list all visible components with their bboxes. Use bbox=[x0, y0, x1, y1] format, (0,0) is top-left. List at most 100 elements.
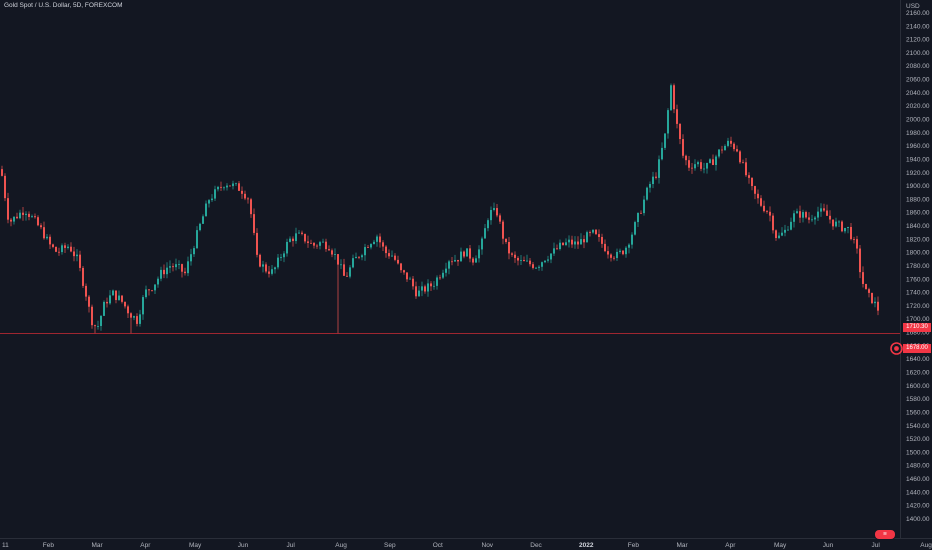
candle bbox=[826, 204, 828, 216]
candle-body bbox=[247, 198, 249, 200]
candle-body bbox=[418, 290, 420, 297]
candle bbox=[142, 295, 144, 320]
candle bbox=[484, 223, 486, 239]
candle-body bbox=[604, 243, 606, 252]
candle-body bbox=[424, 286, 426, 292]
candle bbox=[430, 281, 432, 292]
candle-body bbox=[280, 257, 282, 259]
candle bbox=[535, 266, 537, 269]
candle bbox=[739, 150, 741, 164]
candle-body bbox=[361, 255, 363, 258]
candle bbox=[385, 245, 387, 258]
candle-body bbox=[88, 296, 90, 307]
price-axis[interactable]: 2160.00 2140.00 2120.00 2100.00 2080.00 2060.… bbox=[906, 10, 930, 523]
candle bbox=[517, 256, 519, 266]
candle bbox=[163, 264, 165, 279]
candle bbox=[733, 142, 735, 152]
candle-body bbox=[616, 251, 618, 258]
candle-body bbox=[208, 200, 210, 204]
candle bbox=[853, 236, 855, 244]
candle bbox=[667, 108, 669, 139]
candle-body bbox=[829, 215, 831, 220]
price-tick-label: 1780.00 bbox=[906, 263, 930, 270]
candle bbox=[196, 226, 198, 250]
candle bbox=[76, 249, 78, 262]
candle-body bbox=[667, 110, 669, 134]
candle-body bbox=[547, 259, 549, 261]
candle bbox=[208, 199, 210, 208]
candle bbox=[253, 208, 255, 236]
candle bbox=[169, 260, 171, 273]
time-tick-label: Oct bbox=[433, 542, 443, 549]
price-tick-label: 2000.00 bbox=[906, 116, 930, 123]
candle-body bbox=[625, 247, 627, 255]
candle-body bbox=[727, 140, 729, 146]
candle-body bbox=[664, 133, 666, 148]
candle-body bbox=[442, 272, 444, 278]
candle-body bbox=[580, 239, 582, 245]
candle bbox=[553, 242, 555, 257]
candle bbox=[625, 246, 627, 258]
candle-body bbox=[712, 159, 714, 165]
candle-body bbox=[583, 239, 585, 243]
candle bbox=[379, 233, 381, 248]
price-tick-label: 1860.00 bbox=[906, 210, 930, 217]
candle bbox=[655, 172, 657, 180]
candle-body bbox=[748, 175, 750, 178]
candle bbox=[73, 246, 75, 262]
candle-body bbox=[607, 251, 609, 255]
candle-body bbox=[205, 203, 207, 217]
candle bbox=[811, 214, 813, 222]
price-tick-label: 1720.00 bbox=[906, 303, 930, 310]
candle bbox=[211, 194, 213, 202]
candle bbox=[136, 313, 138, 327]
candle-body bbox=[739, 151, 741, 163]
candle-body bbox=[505, 238, 507, 242]
price-tick-label: 1960.00 bbox=[906, 143, 930, 150]
candle-body bbox=[34, 216, 36, 218]
candle-body bbox=[709, 159, 711, 163]
candle-body bbox=[370, 244, 372, 248]
candle bbox=[331, 248, 333, 258]
candle bbox=[808, 212, 810, 224]
price-tick-label: 1540.00 bbox=[906, 423, 930, 430]
price-tick-label: 2020.00 bbox=[906, 103, 930, 110]
candle-body bbox=[808, 217, 810, 220]
candle-body bbox=[70, 246, 72, 252]
candle-body bbox=[256, 232, 258, 255]
candle bbox=[289, 236, 291, 243]
candle bbox=[469, 244, 471, 263]
candle bbox=[532, 262, 534, 270]
candle-body bbox=[397, 259, 399, 264]
candle bbox=[475, 255, 477, 263]
candle bbox=[181, 263, 183, 278]
candle bbox=[49, 234, 51, 249]
candle-body bbox=[1, 169, 3, 176]
candle bbox=[490, 206, 492, 225]
candle-body bbox=[733, 143, 735, 150]
candle bbox=[19, 209, 21, 220]
candle-body bbox=[427, 283, 429, 292]
candle-body bbox=[784, 229, 786, 233]
time-axis[interactable]: 11 Feb Mar Apr May Jun Jul Aug Sep Oct Nov Dec 2022 F… bbox=[2, 542, 932, 549]
candle bbox=[703, 162, 705, 174]
candle bbox=[325, 238, 327, 252]
price-tick-label: 1460.00 bbox=[906, 476, 930, 483]
bottom-status-widget[interactable]: ≋ bbox=[874, 529, 896, 540]
price-tick-label: 1880.00 bbox=[906, 196, 930, 203]
candle bbox=[226, 183, 228, 191]
alert-clock-icon[interactable] bbox=[890, 342, 903, 355]
candle-body bbox=[835, 221, 837, 227]
candle-body bbox=[382, 242, 384, 247]
candle-body bbox=[559, 242, 561, 250]
candle-body bbox=[94, 325, 96, 327]
symbol-title[interactable]: Gold Spot / U.S. Dollar, 5D, FOREXCOM bbox=[4, 2, 123, 9]
candle-body bbox=[151, 290, 153, 292]
candle-body bbox=[79, 254, 81, 268]
candle-body bbox=[514, 254, 516, 258]
candle-body bbox=[643, 199, 645, 214]
candle-body bbox=[409, 278, 411, 280]
candle-body bbox=[673, 85, 675, 110]
time-tick-label: May bbox=[774, 542, 787, 549]
